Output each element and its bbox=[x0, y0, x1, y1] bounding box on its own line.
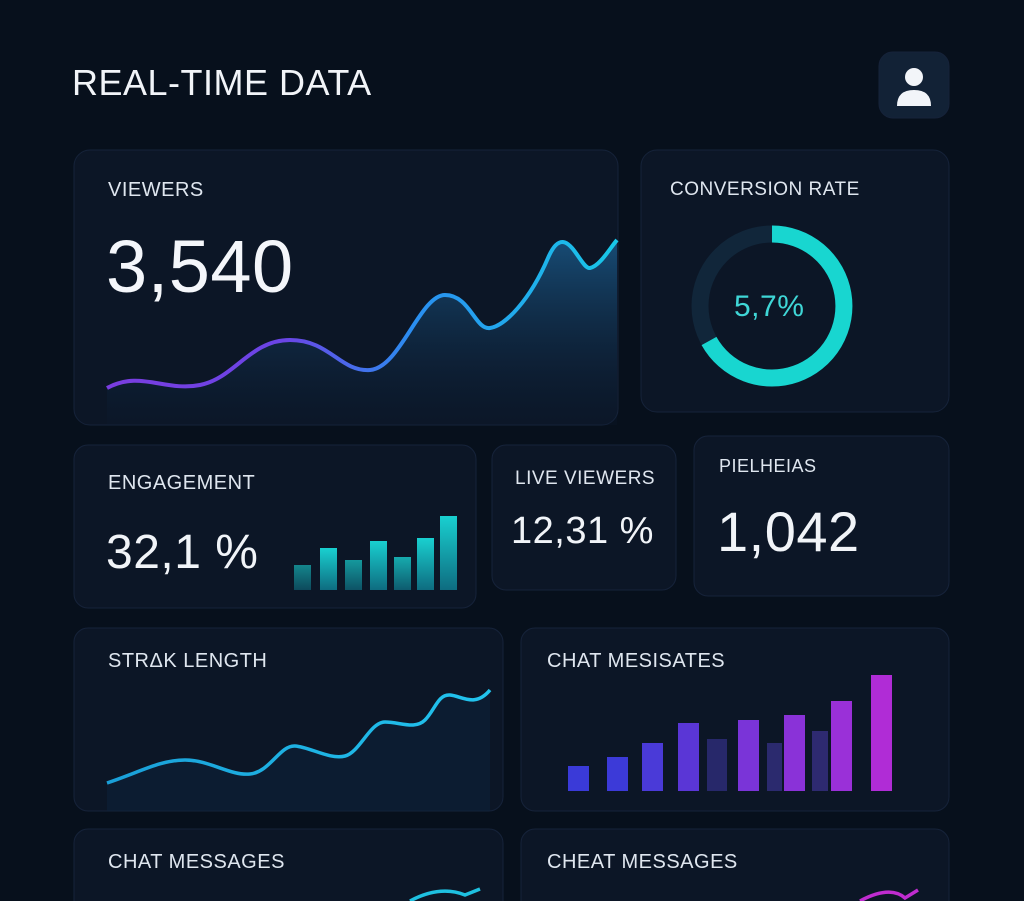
card bbox=[693, 435, 950, 597]
card-label: ENGAGEMENT bbox=[108, 472, 256, 494]
area bbox=[107, 240, 617, 425]
sparkline bbox=[106, 688, 492, 785]
sparkline bbox=[106, 238, 619, 390]
card-value: 12,31 % bbox=[511, 510, 654, 552]
sparkline bbox=[859, 888, 919, 901]
card-value: 32,1 % bbox=[106, 526, 259, 579]
user-icon bbox=[897, 68, 931, 106]
card bbox=[491, 444, 677, 591]
card bbox=[520, 828, 950, 901]
card-label: STRΔK LENGTH bbox=[108, 650, 268, 672]
card-value: 5,7% bbox=[734, 290, 805, 323]
card-label: CHEAT MESSAGES bbox=[547, 851, 738, 873]
card-value: 1,042 bbox=[717, 500, 860, 563]
card bbox=[73, 828, 504, 901]
sparkline bbox=[409, 887, 481, 901]
bars bbox=[294, 516, 457, 590]
card-label: CHAT MESSAGES bbox=[108, 851, 285, 873]
card-label: VIEWERS bbox=[108, 179, 204, 201]
card-label: PIELHEIAS bbox=[719, 456, 817, 476]
bars bbox=[568, 675, 892, 791]
card-label: CONVERSION RATE bbox=[670, 179, 860, 200]
card-label: CHAT MESISATES bbox=[547, 650, 726, 672]
card-value: 3,540 bbox=[106, 225, 294, 308]
area bbox=[107, 690, 490, 811]
donut-arc bbox=[701, 225, 853, 387]
page-title: REAL-TIME DATA bbox=[72, 62, 372, 103]
card-label: LIVE VIEWERS bbox=[515, 468, 656, 489]
